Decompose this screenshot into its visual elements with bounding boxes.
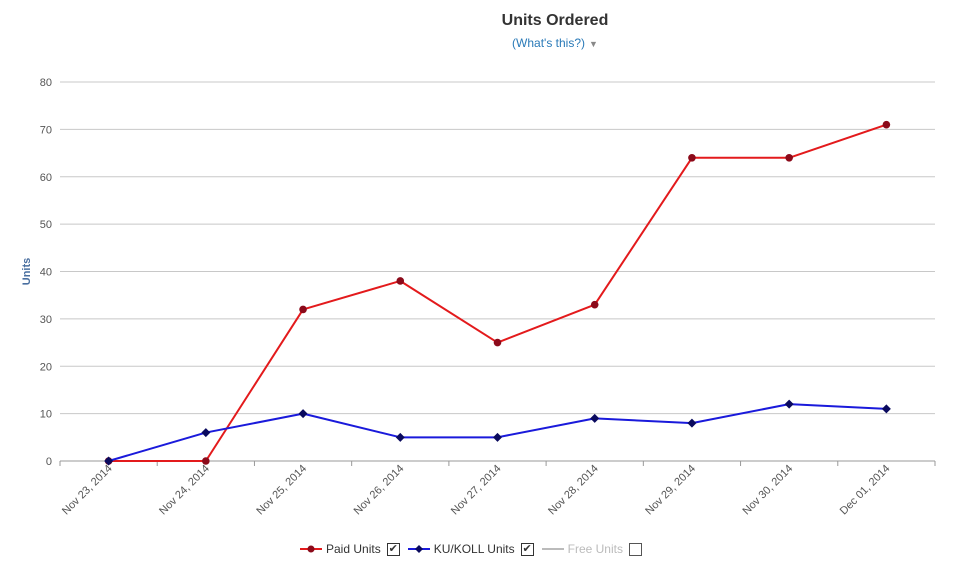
- series-line-1: [108, 403, 887, 462]
- y-axis-title: Units: [21, 258, 33, 286]
- chart-title: Units Ordered: [501, 12, 609, 29]
- legend-item-paid-units[interactable]: Paid Units ✔: [300, 542, 408, 556]
- data-point: [396, 277, 405, 285]
- data-point: [104, 456, 114, 466]
- x-tick-label: Dec 01, 2014: [838, 463, 893, 518]
- legend-label-paid-units: Paid Units: [326, 542, 381, 556]
- data-point: [299, 305, 307, 314]
- legend: Paid Units ✔ KU/KOLL Units ✔ Free Units: [300, 539, 650, 559]
- y-tick-label: 30: [40, 314, 52, 326]
- data-point: [298, 409, 308, 419]
- x-tick-label: Nov 30, 2014: [741, 463, 796, 518]
- x-tick-label: Nov 25, 2014: [254, 463, 309, 518]
- data-point: [493, 432, 502, 442]
- data-point: [202, 457, 210, 465]
- chevron-down-icon: ▼: [589, 39, 598, 49]
- y-tick-label: 60: [40, 172, 52, 184]
- legend-line-paid-units: [300, 545, 322, 553]
- ku-koll-units-checkbox[interactable]: ✔: [520, 542, 534, 556]
- data-point: [785, 154, 793, 162]
- whats-this-label: (What's this?): [512, 36, 586, 50]
- x-tick-label: Nov 23, 2014: [60, 463, 115, 518]
- x-tick-label: Nov 26, 2014: [352, 463, 407, 518]
- data-point: [784, 399, 794, 409]
- x-tick-label: Nov 28, 2014: [546, 463, 601, 518]
- y-tick-label: 40: [40, 267, 52, 279]
- data-point: [881, 404, 891, 414]
- series-line-0: [108, 123, 887, 462]
- whats-this-link[interactable]: (What's this?) ▼: [0, 36, 966, 50]
- legend-item-ku-koll-units[interactable]: KU/KOLL Units ✔: [407, 542, 542, 556]
- y-tick-label: 80: [40, 77, 52, 89]
- x-tick-label: Nov 29, 2014: [643, 463, 698, 518]
- data-point: [590, 413, 600, 423]
- data-point: [688, 154, 696, 162]
- y-tick-label: 20: [40, 361, 52, 373]
- data-point: [395, 432, 405, 442]
- y-tick-label: 10: [40, 409, 52, 421]
- x-tick-label: Nov 27, 2014: [449, 463, 504, 518]
- free-units-checkbox[interactable]: [628, 542, 642, 556]
- data-point: [687, 418, 697, 428]
- paid-units-checkbox[interactable]: ✔: [386, 542, 400, 556]
- legend-label-ku-koll-units: KU/KOLL Units: [433, 542, 515, 556]
- legend-line-ku-koll-units: [407, 545, 430, 553]
- legend-line-free-units: [541, 548, 564, 550]
- data-point: [201, 428, 211, 438]
- y-tick-label: 50: [40, 219, 52, 231]
- data-point: [590, 300, 599, 309]
- data-point: [493, 338, 502, 347]
- data-point: [882, 120, 891, 129]
- y-tick-label: 0: [46, 456, 52, 468]
- y-tick-label: 70: [40, 124, 52, 136]
- chart-plot: 0 10 20 30 40 50 60 70 80 Units Nov 23, 2014 Nov 24…: [21, 77, 936, 518]
- legend-label-free-units: Free Units: [567, 542, 623, 556]
- legend-item-free-units[interactable]: Free Units: [541, 542, 650, 556]
- x-tick-label: Nov 24, 2014: [157, 463, 212, 518]
